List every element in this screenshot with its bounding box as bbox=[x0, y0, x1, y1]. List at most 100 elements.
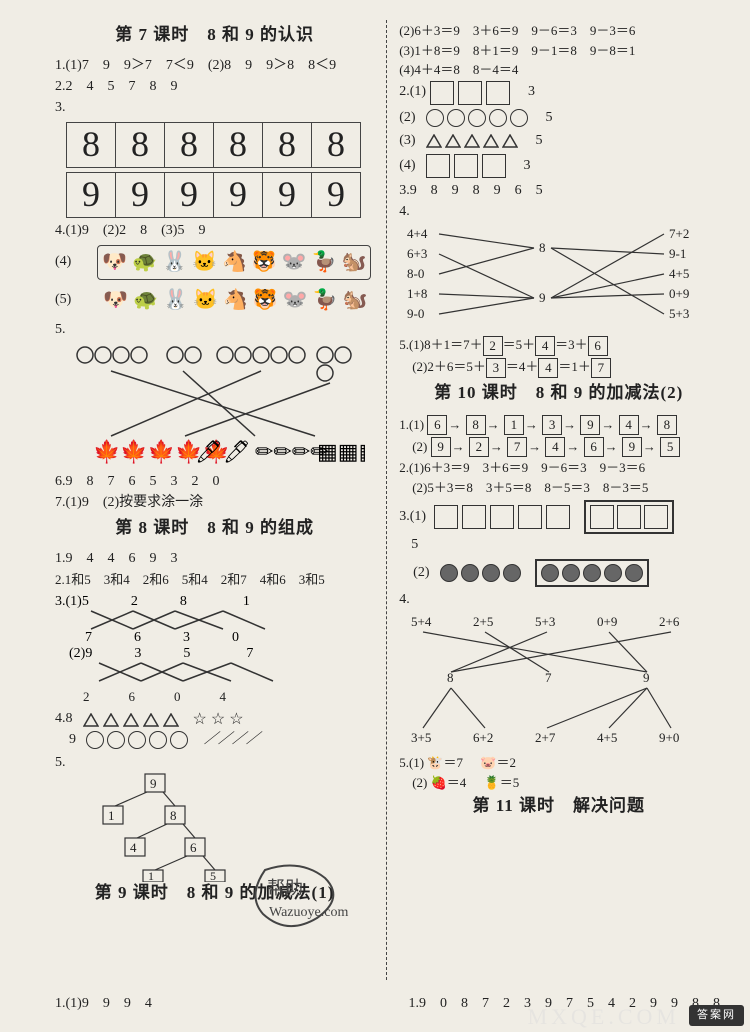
svg-text:5+3: 5+3 bbox=[535, 614, 555, 629]
r-q10-2b: (2)5＋3＝8 3＋5＝8 8－5＝3 8－3＝5 bbox=[399, 479, 718, 497]
square-icon bbox=[518, 505, 542, 529]
animal-icon: 🐭 bbox=[282, 249, 307, 276]
q4-4-row: (4) 🐶🐢🐰🐱🐴🐯🐭🦆🐿️ bbox=[55, 243, 374, 282]
chain-box: 4 bbox=[619, 415, 639, 435]
circle-icon bbox=[440, 564, 458, 582]
triangle-icon bbox=[464, 134, 480, 148]
svg-text:9: 9 bbox=[539, 290, 546, 305]
q6: 6.9 8 7 6 5 3 2 0 bbox=[55, 473, 374, 492]
r-q10-3-row1: 3.(1) bbox=[399, 500, 718, 534]
cow-icon: 🐮 bbox=[427, 755, 443, 770]
arrow-icon: → bbox=[566, 439, 579, 454]
lesson10-title: 第 10 课时 8 和 9 的加减法(2) bbox=[399, 382, 718, 405]
circle-icon bbox=[447, 109, 465, 127]
circle-icon bbox=[489, 109, 507, 127]
chain2-row: (2) 9→ 2→ 7→ 4→ 6→ 9→ 5 bbox=[399, 437, 718, 457]
svg-text:3+5: 3+5 bbox=[411, 730, 431, 745]
chain-box: 1 bbox=[504, 415, 524, 435]
svg-text:9: 9 bbox=[150, 776, 157, 791]
cell: 8 bbox=[262, 122, 312, 168]
arrow-icon: → bbox=[525, 417, 538, 432]
svg-text:8: 8 bbox=[170, 808, 177, 823]
svg-text:(2)9 3 5 7: (2)9 3 5 7 bbox=[55, 646, 253, 661]
arrow-icon: → bbox=[605, 439, 618, 454]
lesson7-title: 第 7 课时 8 和 9 的认识 bbox=[55, 24, 374, 47]
answer-box: 6 bbox=[588, 336, 608, 356]
animal-icon: 🐰 bbox=[163, 287, 188, 314]
pineapple-icon: 🍍 bbox=[484, 775, 500, 790]
r-q10-5b: (2) 🍓＝4 🍍＝5 bbox=[399, 774, 718, 792]
q2: 2.2 4 5 7 8 9 bbox=[55, 78, 374, 97]
value: 3 bbox=[524, 157, 531, 176]
circle-icon bbox=[86, 731, 104, 749]
triangle-icon bbox=[445, 134, 461, 148]
svg-text:5+4: 5+4 bbox=[411, 614, 432, 629]
chain1-row: 1.(1) 6→ 8→ 1→ 3→ 9→ 4→ 8 bbox=[399, 415, 718, 435]
square-icon bbox=[482, 154, 506, 178]
q8-5-label: 5. bbox=[55, 754, 374, 773]
watermark-badge: 答案网 bbox=[689, 1005, 744, 1026]
square-icon bbox=[434, 505, 458, 529]
answer-box: 2 bbox=[483, 336, 503, 356]
text: ＝5＋ bbox=[503, 337, 536, 352]
strawberry-icon: 🍓 bbox=[431, 775, 447, 790]
q8-2: 2.1和5 3和4 2和6 5和4 2和7 4和6 3和5 bbox=[55, 571, 374, 589]
eights-strip: 8 8 8 8 8 8 bbox=[67, 122, 374, 168]
nines-strip: 9 9 9 9 9 9 bbox=[67, 172, 374, 218]
r-q2-1: 2.(1) 3 bbox=[399, 81, 718, 105]
q4-5-row: (5) 🐶🐢🐰🐱🐴🐯🐭🦆🐿️ bbox=[55, 282, 374, 319]
svg-text:Wazuoye.com: Wazuoye.com bbox=[269, 905, 348, 920]
animal-icon: 🐱 bbox=[193, 287, 218, 314]
chain-box: 8 bbox=[466, 415, 486, 435]
svg-text:1: 1 bbox=[148, 869, 154, 882]
svg-text:4: 4 bbox=[130, 840, 137, 855]
svg-text:0+9: 0+9 bbox=[669, 286, 689, 301]
circle-icon bbox=[604, 564, 622, 582]
label: 5.(1) bbox=[399, 755, 424, 770]
q8-4b: 9 bbox=[55, 731, 76, 750]
square-icon bbox=[490, 505, 514, 529]
cell: 9 bbox=[213, 172, 263, 218]
arrow-icon: → bbox=[448, 417, 461, 432]
square-icon bbox=[486, 81, 510, 105]
circle-icon bbox=[562, 564, 580, 582]
svg-text:🖊🖊: 🖊🖊 bbox=[195, 439, 251, 464]
circle-icon bbox=[149, 731, 167, 749]
arrow-icon: → bbox=[528, 439, 541, 454]
svg-text:9-1: 9-1 bbox=[669, 246, 686, 261]
cell: 9 bbox=[262, 172, 312, 218]
arrow-icon: → bbox=[490, 439, 503, 454]
triangle-icon bbox=[83, 713, 99, 727]
answer-box: 7 bbox=[591, 358, 611, 378]
cell: 9 bbox=[311, 172, 361, 218]
circle-icon bbox=[482, 564, 500, 582]
square-group bbox=[426, 154, 506, 178]
arrow-icon: → bbox=[643, 439, 656, 454]
r-q10-2a: 2.(1)6＋3＝9 3＋6＝9 9－6＝3 9－3＝6 bbox=[399, 459, 718, 477]
label: (2) bbox=[399, 439, 427, 454]
r-q10-5a: 5.(1) 🐮＝7 🐷＝2 bbox=[399, 754, 718, 772]
q4-4-label: (4) bbox=[55, 253, 71, 272]
answer-box: 4 bbox=[538, 358, 558, 378]
animal-icon: 🐱 bbox=[192, 249, 217, 276]
arrow-icon: → bbox=[640, 417, 653, 432]
triangle-icon bbox=[163, 713, 179, 727]
animal-icon: 🐯 bbox=[253, 287, 278, 314]
square-icon bbox=[458, 81, 482, 105]
r-q2-3: (3) 5 bbox=[399, 132, 718, 151]
r-top2: (3)1＋8＝9 8＋1＝9 9－1＝8 9－8＝1 bbox=[399, 42, 718, 60]
svg-text:9-0: 9-0 bbox=[407, 306, 424, 321]
q4-5-label: (5) bbox=[55, 291, 71, 310]
label: (2) bbox=[399, 564, 429, 583]
chain-box: 5 bbox=[660, 437, 680, 457]
r-q10-4-diagram: 5+42+55+30+92+6 879 3+56+22+74+59+0 bbox=[399, 612, 709, 752]
cell: 8 bbox=[66, 122, 116, 168]
r-q4-label: 4. bbox=[399, 203, 718, 222]
circles bbox=[440, 564, 521, 582]
cell: 8 bbox=[213, 122, 263, 168]
circle-icon bbox=[541, 564, 559, 582]
text: ＝3＋ bbox=[555, 337, 588, 352]
q8-4-row2: 9 ／／／／ bbox=[55, 731, 374, 750]
circle-icon bbox=[468, 109, 486, 127]
square-icon bbox=[590, 505, 614, 529]
